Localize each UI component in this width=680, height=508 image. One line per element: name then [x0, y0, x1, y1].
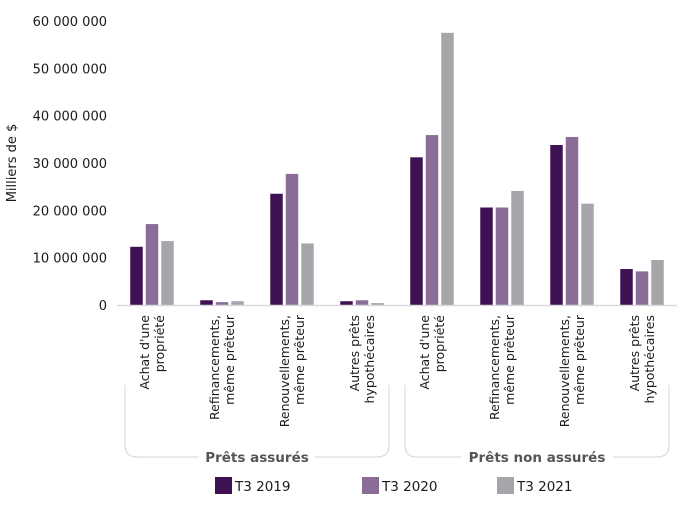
y-tick-label: 0 — [99, 299, 107, 314]
category-label: Achat d'une propriété — [417, 315, 447, 390]
category-label-line: Renouvellements, — [557, 315, 572, 427]
bar-t3-2021 — [441, 32, 454, 305]
bar-t3-2020 — [425, 135, 439, 305]
bar-t3-2019 — [270, 193, 283, 305]
legend-label: T3 2020 — [381, 479, 437, 495]
legend-swatch — [215, 477, 232, 494]
bar-t3-2019 — [620, 269, 633, 305]
category-label: Renouvellements, même prêteur — [277, 314, 307, 427]
bar-t3-2021 — [581, 203, 594, 305]
bar-t3-2020 — [355, 300, 369, 305]
category-label-line: hypothécaires — [642, 315, 657, 404]
bar-t3-2020 — [145, 224, 159, 305]
category-label-line: Refinancements, — [207, 315, 222, 420]
y-tick-label: 30 000 000 — [33, 157, 107, 172]
bar-t3-2020 — [635, 271, 649, 305]
bar-t3-2019 — [410, 157, 423, 305]
category-label: Refinancements, même prêteur — [487, 314, 517, 420]
category-label-line: Achat d'une — [137, 315, 152, 390]
bar-t3-2019 — [340, 301, 353, 305]
bar-t3-2021 — [651, 260, 664, 305]
category-label-line: même prêteur — [292, 314, 307, 405]
y-tick-label: 10 000 000 — [33, 252, 107, 267]
category-label: Autres prêts hypothécaires — [627, 315, 657, 404]
category-label-line: même prêteur — [222, 314, 237, 405]
category-label: Refinancements, même prêteur — [207, 314, 237, 420]
category-label-line: hypothécaires — [362, 315, 377, 404]
y-tick-label: 60 000 000 — [33, 15, 107, 30]
bar-t3-2020 — [565, 136, 579, 305]
category-label: Achat d'une propriété — [137, 315, 167, 390]
group-label: Prêts assurés — [205, 450, 309, 466]
bar-t3-2019 — [480, 207, 493, 305]
group-bracket — [404, 385, 670, 458]
category-label-line: propriété — [432, 315, 447, 373]
bar-t3-2019 — [550, 145, 563, 305]
legend-swatch — [362, 477, 379, 494]
y-axis-title: Milliers de $ — [5, 124, 20, 203]
y-tick-label: 40 000 000 — [33, 110, 107, 125]
bar-t3-2020 — [285, 173, 299, 305]
bar-t3-2021 — [161, 241, 174, 305]
y-tick-label: 50 000 000 — [33, 62, 107, 77]
bar-t3-2021 — [371, 303, 384, 305]
bar-t3-2020 — [215, 302, 229, 305]
legend-swatch — [497, 477, 514, 494]
category-label-line: Achat d'une — [417, 315, 432, 390]
bar-t3-2021 — [511, 190, 524, 305]
bar-t3-2021 — [231, 301, 244, 305]
group-bracket — [124, 385, 390, 458]
category-label-line: Autres prêts — [627, 315, 642, 391]
category-label-line: même prêteur — [502, 314, 517, 405]
category-label-line: Autres prêts — [347, 315, 362, 391]
category-label-line: propriété — [152, 315, 167, 373]
bar-t3-2021 — [301, 243, 314, 305]
bar-t3-2020 — [495, 207, 509, 305]
category-label-line: Renouvellements, — [277, 315, 292, 427]
category-label: Renouvellements, même prêteur — [557, 314, 587, 427]
group-label: Prêts non assurés — [469, 450, 606, 466]
bar-t3-2019 — [200, 300, 213, 305]
legend-label: T3 2019 — [234, 479, 290, 495]
category-label: Autres prêts hypothécaires — [347, 315, 377, 404]
bar-t3-2019 — [130, 246, 143, 305]
y-tick-label: 20 000 000 — [33, 204, 107, 219]
category-label-line: même prêteur — [572, 314, 587, 405]
category-label-line: Refinancements, — [487, 315, 502, 420]
legend-label: T3 2021 — [516, 479, 572, 495]
